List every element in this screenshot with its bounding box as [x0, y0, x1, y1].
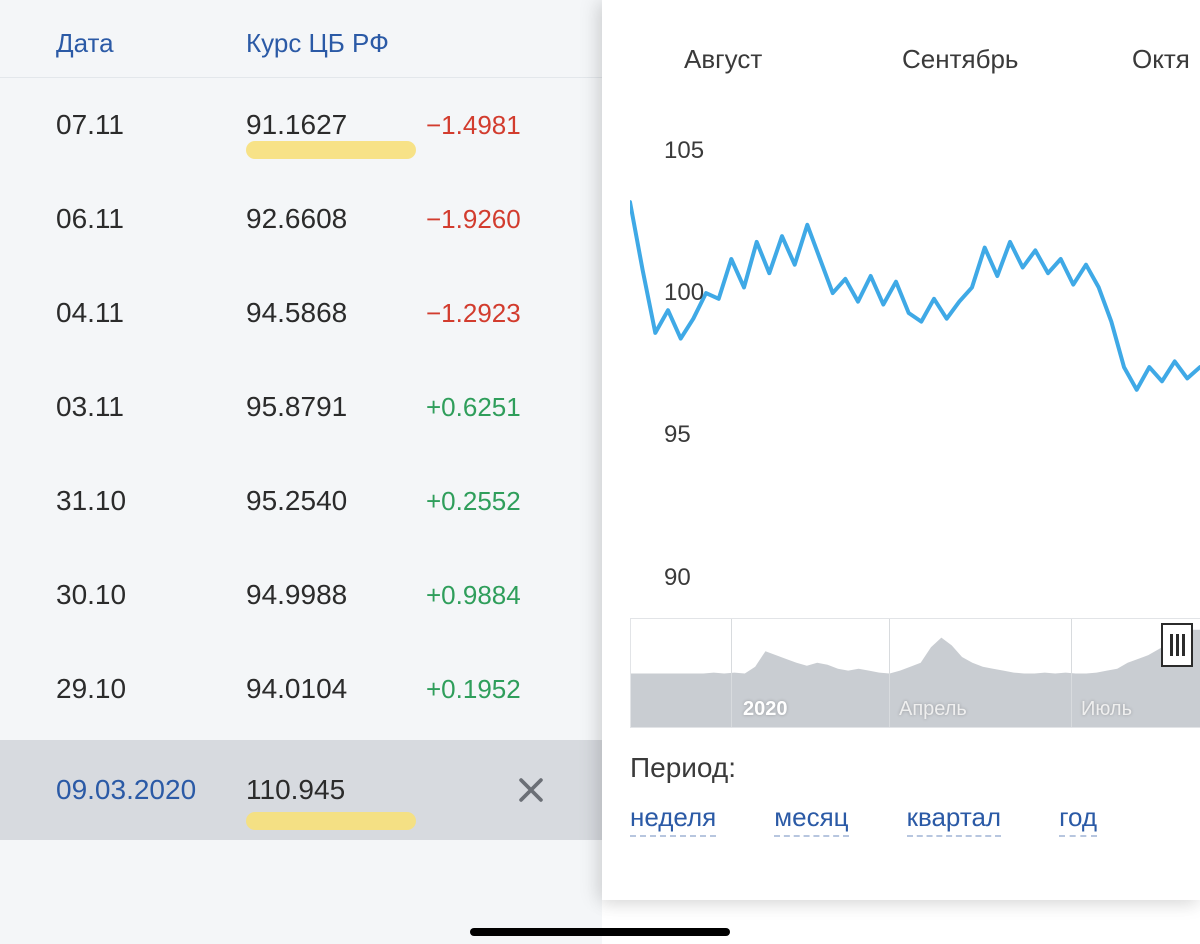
row-date: 03.11 — [56, 391, 246, 423]
month-label: Сентябрь — [902, 44, 1018, 75]
table-row[interactable]: 31.1095.2540+0.2552 — [0, 454, 602, 548]
table-row[interactable]: 06.1192.6608−1.9260 — [0, 172, 602, 266]
table-row[interactable]: 30.1094.9988+0.9884 — [0, 548, 602, 642]
row-rate: 94.0104 — [246, 673, 426, 705]
period-option[interactable]: неделя — [630, 802, 716, 837]
row-rate: 95.2540 — [246, 485, 426, 517]
header-date: Дата — [56, 28, 246, 59]
row-diff: −1.9260 — [426, 204, 586, 235]
y-axis-label: 90 — [664, 564, 691, 592]
row-diff: −1.2923 — [426, 298, 586, 329]
highlight-stripe — [246, 812, 416, 830]
chart-panel: Август Сентябрь Октя 105 100 95 90 2020 Апрель… — [602, 0, 1200, 944]
period-option[interactable]: месяц — [774, 802, 848, 837]
rate-line — [630, 202, 1200, 390]
period-links: неделя месяц квартал год — [630, 802, 1200, 837]
table-row[interactable]: 07.1191.1627−1.4981 — [0, 78, 602, 172]
table-row[interactable]: 03.1195.8791+0.6251 — [0, 360, 602, 454]
row-rate: 92.6608 — [246, 203, 426, 235]
row-diff: +0.2552 — [426, 486, 586, 517]
row-rate: 94.5868 — [246, 297, 426, 329]
highlight-stripe — [246, 141, 416, 159]
navigator-handle[interactable] — [1161, 623, 1193, 667]
month-label: Октя — [1132, 44, 1190, 75]
home-indicator — [470, 928, 730, 936]
selected-rate-value: 110.945 — [246, 774, 345, 805]
row-date: 31.10 — [56, 485, 246, 517]
month-label: Август — [684, 44, 762, 75]
navigator-divider — [1071, 619, 1072, 727]
rate-table-panel: Дата Курс ЦБ РФ 07.1191.1627−1.498106.11… — [0, 0, 602, 944]
y-axis-label: 105 — [664, 137, 704, 165]
x-axis-months: Август Сентябрь Октя — [602, 44, 1200, 84]
row-date: 07.11 — [56, 109, 246, 141]
row-diff: +0.6251 — [426, 392, 586, 423]
row-date: 29.10 — [56, 673, 246, 705]
row-diff: +0.1952 — [426, 674, 586, 705]
row-rate: 95.8791 — [246, 391, 426, 423]
clear-selection-button[interactable] — [514, 773, 548, 807]
table-row[interactable]: 04.1194.5868−1.2923 — [0, 266, 602, 360]
chart-card: Август Сентябрь Октя 105 100 95 90 2020 Апрель… — [602, 0, 1200, 900]
chart-navigator[interactable]: 2020 Апрель Июль — [630, 618, 1200, 728]
navigator-label: Апрель — [899, 698, 967, 721]
header-rate: Курс ЦБ РФ — [246, 28, 389, 59]
row-rate: 94.9988 — [246, 579, 426, 611]
navigator-divider — [731, 619, 732, 727]
table-row[interactable]: 29.1094.0104+0.1952 — [0, 642, 602, 736]
navigator-divider — [889, 619, 890, 727]
period-title: Период: — [630, 752, 1200, 784]
row-rate: 91.1627 — [246, 109, 426, 141]
selected-rate: 110.945 — [246, 774, 426, 806]
period-option[interactable]: год — [1059, 802, 1097, 837]
row-diff: −1.4981 — [426, 110, 586, 141]
selected-date: 09.03.2020 — [56, 774, 246, 806]
close-icon — [514, 773, 548, 807]
row-diff: +0.9884 — [426, 580, 586, 611]
navigator-label: Июль — [1081, 698, 1132, 721]
navigator-label: 2020 — [743, 698, 788, 721]
chart-area[interactable]: 105 100 95 90 — [630, 94, 1200, 606]
y-axis-label: 100 — [664, 279, 704, 307]
period-option[interactable]: квартал — [907, 802, 1002, 837]
line-chart — [630, 94, 1200, 606]
row-date: 30.10 — [56, 579, 246, 611]
selected-date-row[interactable]: 09.03.2020 110.945 — [0, 740, 602, 840]
row-date: 06.11 — [56, 203, 246, 235]
rate-rows: 07.1191.1627−1.498106.1192.6608−1.926004… — [0, 78, 602, 736]
period-block: Период: неделя месяц квартал год — [630, 752, 1200, 837]
rate-table-header: Дата Курс ЦБ РФ — [0, 0, 602, 78]
y-axis-label: 95 — [664, 421, 691, 449]
row-date: 04.11 — [56, 297, 246, 329]
